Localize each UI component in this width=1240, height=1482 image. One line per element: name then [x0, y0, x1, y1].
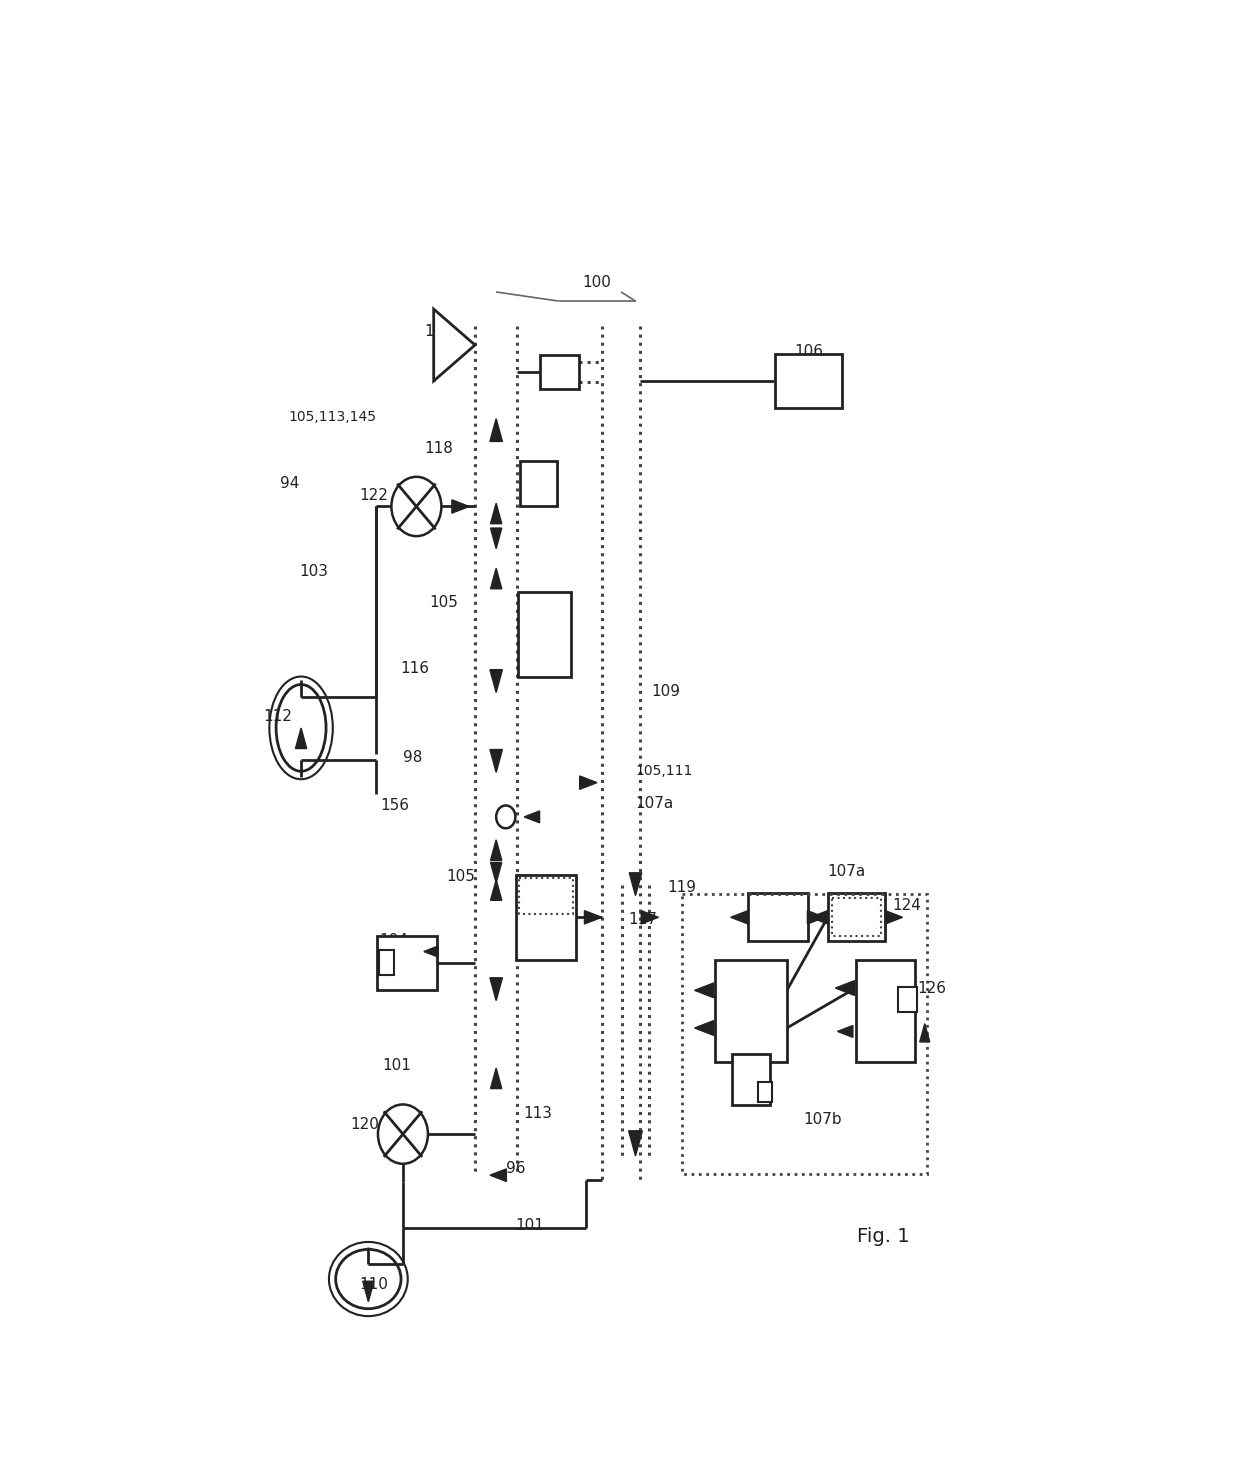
Text: 117: 117 [629, 911, 657, 928]
Text: 113: 113 [523, 1106, 552, 1120]
Bar [748, 894, 807, 941]
Polygon shape [491, 840, 502, 861]
Bar [714, 959, 787, 1063]
Text: 105,111: 105,111 [636, 765, 693, 778]
Polygon shape [451, 499, 469, 513]
Polygon shape [491, 568, 502, 588]
Polygon shape [920, 1024, 930, 1042]
Text: 126: 126 [918, 981, 946, 996]
Bar [541, 354, 579, 388]
Text: 156: 156 [381, 797, 409, 814]
Bar [682, 895, 926, 1174]
Text: 103: 103 [299, 565, 329, 579]
Bar [518, 591, 570, 677]
Polygon shape [490, 1169, 506, 1181]
Bar [521, 461, 557, 507]
Text: 114: 114 [520, 904, 549, 919]
Polygon shape [434, 310, 475, 381]
Text: 108: 108 [760, 994, 790, 1009]
Polygon shape [491, 863, 502, 883]
Text: 122: 122 [360, 488, 388, 502]
Polygon shape [836, 981, 854, 996]
Text: 105,113,145: 105,113,145 [289, 411, 377, 424]
Bar [732, 1054, 770, 1106]
Polygon shape [491, 880, 502, 900]
Text: 112: 112 [264, 708, 293, 725]
Bar [516, 874, 575, 960]
Bar [832, 898, 882, 937]
Text: 100: 100 [583, 276, 611, 290]
Polygon shape [363, 1282, 374, 1301]
Text: 104: 104 [379, 932, 408, 947]
Text: 109: 109 [652, 683, 681, 700]
Polygon shape [295, 728, 306, 748]
Polygon shape [730, 910, 748, 923]
Polygon shape [584, 910, 601, 923]
Text: 107a: 107a [828, 864, 866, 879]
Polygon shape [490, 978, 502, 1000]
Text: 96: 96 [506, 1160, 525, 1175]
Polygon shape [694, 983, 714, 997]
Polygon shape [629, 1131, 642, 1156]
Text: 124: 124 [892, 898, 921, 913]
Polygon shape [579, 777, 596, 790]
Text: Fig. 1: Fig. 1 [857, 1227, 910, 1246]
Text: 105: 105 [429, 594, 458, 611]
Polygon shape [525, 811, 539, 823]
Text: 102: 102 [424, 325, 453, 339]
Polygon shape [641, 910, 658, 923]
Text: 98: 98 [403, 750, 423, 765]
Text: 107a: 107a [636, 796, 673, 811]
Text: 128: 128 [748, 1046, 776, 1061]
Polygon shape [694, 1021, 714, 1036]
Text: 106: 106 [794, 344, 823, 359]
Polygon shape [490, 670, 502, 692]
Text: 107b: 107b [804, 1112, 842, 1126]
Polygon shape [811, 910, 828, 923]
Text: 105: 105 [754, 960, 782, 975]
Text: 116: 116 [401, 661, 429, 676]
Bar [828, 894, 885, 941]
Bar [898, 987, 918, 1012]
Text: 118: 118 [424, 440, 453, 456]
Polygon shape [837, 1026, 853, 1037]
Polygon shape [490, 750, 502, 772]
Bar [758, 1082, 773, 1103]
Bar [520, 877, 573, 914]
Bar [856, 959, 915, 1063]
Polygon shape [424, 946, 438, 957]
Polygon shape [807, 910, 825, 923]
Bar [379, 950, 394, 975]
Polygon shape [885, 910, 903, 923]
Polygon shape [490, 418, 502, 442]
Bar [775, 354, 842, 409]
Polygon shape [491, 1069, 502, 1089]
Polygon shape [629, 873, 642, 895]
Text: 110: 110 [360, 1277, 388, 1292]
Text: 120: 120 [350, 1117, 379, 1132]
Polygon shape [491, 504, 502, 523]
Text: 101: 101 [383, 1058, 412, 1073]
Text: 105: 105 [446, 868, 475, 883]
Bar [377, 935, 436, 990]
Polygon shape [491, 528, 502, 548]
Text: 119: 119 [667, 880, 696, 895]
Text: 94: 94 [280, 476, 299, 491]
Text: 101: 101 [516, 1218, 544, 1233]
